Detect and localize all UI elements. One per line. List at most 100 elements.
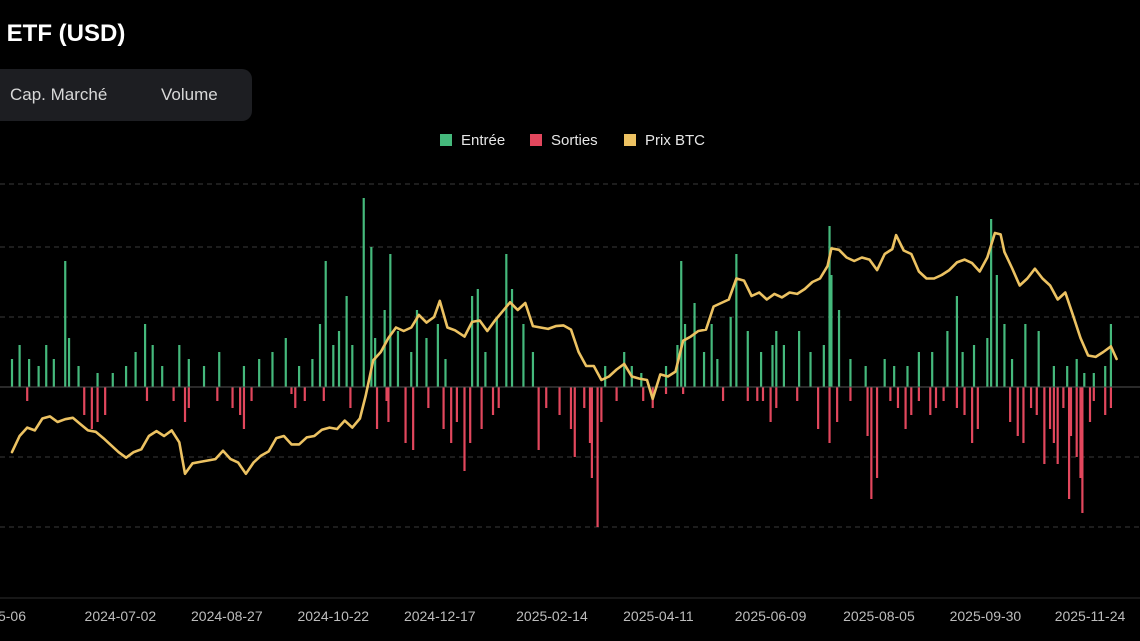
outflow-bar (1092, 387, 1095, 401)
outflow-bar (929, 387, 932, 415)
inflow-bar (410, 352, 413, 387)
outflow-bar (90, 387, 93, 429)
inflow-bar (370, 247, 373, 387)
inflow-bar (324, 261, 327, 387)
outflow-bar (250, 387, 253, 401)
outflow-bar (450, 387, 453, 443)
inflow-bar (522, 324, 525, 387)
inflow-bar (782, 345, 786, 387)
x-tick-label: 2025-09-30 (950, 608, 1022, 624)
outflow-bar (889, 387, 892, 401)
x-tick-label: 2025-11-24 (1055, 608, 1126, 624)
outflow-bar (231, 387, 234, 408)
x-tick-label: 2024-12-17 (404, 608, 476, 624)
outflow-bar (1022, 387, 1025, 443)
inflow-bar (362, 198, 365, 387)
tab-volume[interactable]: Volume (161, 85, 218, 104)
x-tick-label: 2025-06-09 (735, 608, 807, 624)
outflow-bar (294, 387, 297, 408)
inflow-bar (961, 352, 964, 387)
inflow-bar (134, 352, 137, 387)
inflow-bar (1037, 331, 1040, 387)
inflow-bar (604, 366, 607, 387)
inflow-bar (374, 338, 377, 387)
outflow-bar (290, 387, 293, 394)
inflow-bar (693, 303, 696, 387)
inflow-bar (52, 359, 55, 387)
inflow-bar (415, 310, 419, 387)
outflow-bar (442, 387, 445, 429)
inflow-bar (202, 366, 206, 387)
inflow-bar (710, 324, 713, 387)
outflow-bar (955, 387, 959, 408)
inflow-bar (151, 345, 154, 387)
inflow-bar (1024, 324, 1027, 387)
outflow-bar (1069, 387, 1073, 436)
chart-gridlines (0, 183, 1140, 599)
inflow-bar (775, 331, 778, 387)
inflow-bar (883, 359, 886, 387)
inflow-bar (946, 331, 949, 387)
x-axis-ticks: 5-06 2024-07-02 2024-08-27 2024-10-22 2024-1… (0, 608, 1125, 624)
outflow-bar (769, 387, 772, 422)
inflow-bar (1010, 359, 1014, 387)
outflow-bar (1081, 387, 1084, 513)
outflow-bar (904, 387, 907, 429)
x-tick-label: 5-06 (0, 608, 26, 624)
outflow-bar (836, 387, 839, 422)
outflow-bar (917, 387, 920, 401)
inflow-bar (1104, 366, 1107, 387)
inflow-bar (96, 373, 99, 387)
outflow-bar (404, 387, 407, 443)
inflow-bar (683, 324, 687, 387)
inflow-bar (111, 373, 114, 387)
inflow-bar (124, 366, 128, 387)
inflow-bar (822, 345, 825, 387)
legend-label-btc-price: Prix BTC (645, 131, 705, 149)
inflow-bar (955, 296, 959, 387)
inflow-bar (986, 338, 989, 387)
outflow-bar (1029, 387, 1033, 408)
outflow-bar (385, 387, 388, 401)
outflow-bar (145, 387, 149, 401)
inflow-bar (18, 345, 21, 387)
outflow-bar (588, 387, 592, 443)
outflow-bar (569, 387, 573, 429)
legend-item-inflow[interactable]: Entrée (440, 130, 505, 150)
outflow-bar (796, 387, 799, 401)
inflow-bar (702, 352, 706, 387)
inflow-bar (242, 366, 246, 387)
outflow-bar (412, 387, 415, 450)
outflow-bars (26, 387, 1113, 527)
outflow-bar (756, 387, 759, 401)
inflow-bar (218, 352, 221, 387)
inflow-bar (771, 345, 774, 387)
outflow-bar (573, 387, 576, 457)
inflow-bar (318, 324, 322, 387)
inflow-bar (716, 359, 719, 387)
tab-market-cap[interactable]: Cap. Marché (10, 85, 108, 104)
outflow-bar (491, 387, 495, 415)
outflow-bar (761, 387, 765, 401)
inflow-bar (906, 366, 909, 387)
inflow-bar (1083, 373, 1086, 387)
outflow-bar (375, 387, 379, 429)
inflow-bar (161, 366, 164, 387)
outflow-bar (828, 387, 831, 443)
outflow-bar (870, 387, 873, 499)
outflow-bar (866, 387, 869, 436)
legend-item-outflow[interactable]: Sorties (530, 130, 598, 150)
inflow-bar (476, 289, 479, 387)
inflow-bar (972, 345, 976, 387)
outflow-bar (934, 387, 938, 408)
outflow-bar (463, 387, 466, 471)
outflow-bar (896, 387, 900, 408)
outflow-bar (596, 387, 599, 527)
inflow-bar (1092, 373, 1095, 387)
inflow-bar (830, 275, 833, 387)
legend-item-btc-price[interactable]: Prix BTC (624, 130, 705, 150)
inflow-bar (798, 331, 801, 387)
outflow-bar (104, 387, 107, 415)
inflow-bar (849, 359, 852, 387)
